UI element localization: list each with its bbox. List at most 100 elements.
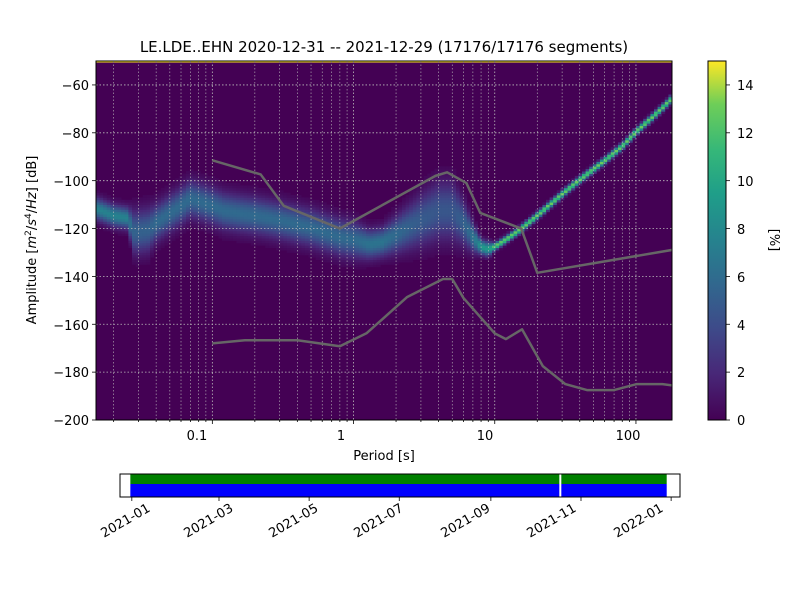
heatmap-cell [535, 216, 540, 220]
heatmap-cell [373, 259, 378, 263]
noise-model-high-line [211, 159, 672, 275]
heatmap-cell [477, 230, 482, 234]
heatmap-cell [650, 118, 655, 122]
heatmap-cell [139, 228, 144, 232]
heatmap-cell [621, 142, 626, 146]
heatmap-cell [423, 223, 428, 227]
heatmap-cell [441, 185, 446, 189]
heatmap-cell [430, 226, 435, 229]
heatmap-cell [150, 211, 154, 215]
heatmap-cell [164, 238, 169, 241]
heatmap-cell [297, 199, 302, 203]
heatmap-cell [366, 242, 370, 246]
heatmap-cell [477, 254, 482, 258]
heatmap-cell [315, 221, 320, 225]
heatmap-cell [171, 226, 176, 229]
heatmap-cell [146, 195, 151, 198]
heatmap-cell [254, 216, 259, 220]
heatmap-cell [405, 250, 410, 253]
heatmap-cell [171, 211, 176, 215]
heatmap-cell [132, 211, 136, 215]
heatmap-cell [394, 242, 399, 246]
heatmap-cell [517, 223, 522, 227]
heatmap-cell [193, 204, 198, 208]
heatmap-cell [348, 242, 352, 246]
heatmap-cell [294, 245, 298, 249]
heatmap-cell [301, 204, 306, 208]
heatmap-cell [182, 185, 187, 189]
heatmap-cell [333, 230, 338, 234]
heatmap-cell [402, 252, 406, 256]
heatmap-cell [114, 226, 118, 229]
heatmap-cell [135, 228, 140, 232]
heatmap-cell [254, 190, 259, 194]
heatmap-cell [124, 228, 129, 232]
heatmap-cell [441, 199, 446, 203]
heatmap-cell [304, 230, 309, 234]
heatmap-cell [250, 206, 255, 210]
heatmap-cell [214, 216, 219, 220]
heatmap-cell [164, 230, 169, 234]
heatmap-cell [463, 206, 468, 210]
heatmap-cell [481, 245, 486, 249]
heatmap-cell [654, 118, 658, 122]
heatmap-cell [441, 195, 446, 198]
heatmap-cell [430, 187, 435, 191]
heatmap-cell [308, 228, 313, 232]
heatmap-cell [340, 250, 345, 253]
heatmap-cell [211, 178, 216, 182]
heatmap-cell [175, 233, 180, 237]
heatmap-cell [582, 168, 586, 172]
heatmap-cell [200, 197, 205, 201]
heatmap-cell [369, 245, 374, 249]
heatmap-cell [121, 204, 126, 208]
heatmap-cell [142, 199, 147, 203]
heatmap-cell [301, 197, 306, 201]
heatmap-cell [391, 233, 396, 237]
heatmap-cell [441, 197, 446, 201]
heatmap-cell [430, 238, 435, 241]
heatmap-cell [470, 254, 475, 258]
heatmap-cell [218, 190, 223, 194]
heatmap-cell [276, 209, 280, 213]
heatmap-cell [330, 250, 334, 253]
heatmap-cell [416, 228, 421, 232]
heatmap-cell [261, 228, 266, 232]
heatmap-cell [448, 199, 453, 203]
heatmap-cell [337, 242, 342, 246]
heatmap-cell [315, 257, 320, 261]
heatmap-cell [348, 211, 352, 215]
heatmap-cell [135, 209, 140, 213]
heatmap-cell [513, 233, 518, 237]
heatmap-cell [405, 216, 410, 220]
heatmap-cell [207, 230, 212, 234]
heatmap-cell [333, 235, 338, 239]
heatmap-cell [434, 252, 439, 256]
heatmap-cell [258, 216, 262, 220]
heatmap-cell [214, 230, 219, 234]
heatmap-cell [398, 259, 403, 263]
heatmap-cell [254, 226, 259, 229]
heatmap-cell [214, 233, 219, 237]
heatmap-cell [268, 226, 273, 229]
heatmap-cell [427, 187, 432, 191]
heatmap-cell [549, 197, 554, 201]
heatmap-cell [499, 245, 504, 249]
heatmap-cell [556, 190, 561, 194]
heatmap-cell [380, 223, 385, 227]
heatmap-cell [441, 180, 446, 184]
heatmap-cell [236, 230, 241, 234]
heatmap-cell [420, 192, 424, 196]
heatmap-cell [232, 197, 237, 201]
heatmap-cell [330, 209, 334, 213]
heatmap-cell [182, 218, 187, 222]
heatmap-cell [258, 202, 262, 205]
heatmap-cell [387, 218, 392, 222]
heatmap-cell [222, 214, 226, 217]
timeline-bar-bottom [130, 484, 667, 497]
heatmap-cell [301, 250, 306, 253]
heatmap-cell [164, 192, 169, 196]
heatmap-cell [546, 206, 550, 210]
heatmap-cell [394, 214, 399, 217]
heatmap-cell [376, 254, 381, 258]
